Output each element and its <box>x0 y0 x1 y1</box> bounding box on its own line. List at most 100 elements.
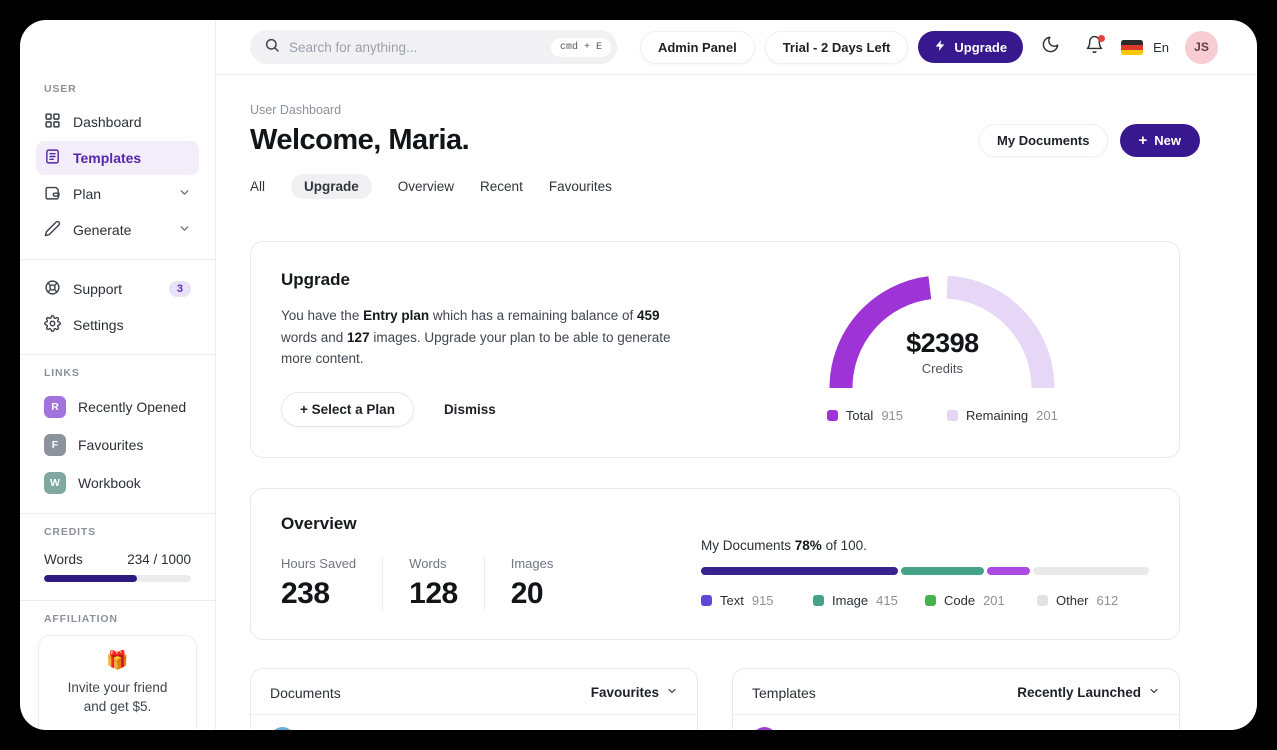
templates-card-title: Templates <box>752 684 816 701</box>
dark-mode-toggle[interactable] <box>1033 30 1067 64</box>
sidebar-link-favourites[interactable]: F Favourites <box>36 427 199 463</box>
stat-value: 20 <box>510 576 544 610</box>
moon-icon <box>1041 35 1060 59</box>
upgrade-card-title: Upgrade <box>281 270 350 289</box>
my-documents-button[interactable]: My Documents <box>979 124 1108 157</box>
credits-words-label: Words <box>44 552 83 567</box>
sidebar-item-label: Support <box>73 281 123 297</box>
notifications-button[interactable] <box>1077 30 1111 64</box>
search-shortcut: cmd + E <box>550 37 611 57</box>
chevron-down-icon[interactable] <box>178 186 191 202</box>
plus-icon: + <box>1138 132 1148 149</box>
documents-card-header: Documents Favourites <box>251 669 697 715</box>
sidebar-item-support[interactable]: Support 3 <box>36 272 199 306</box>
legend-name: Total <box>845 407 874 423</box>
tab-recent[interactable]: Recent <box>480 179 523 194</box>
select-plan-button[interactable]: + Select a Plan <box>281 391 414 427</box>
sidebar-item-dashboard[interactable]: Dashboard <box>36 105 199 139</box>
legend-value: 612 <box>1096 592 1119 608</box>
search-placeholder: Search for anything... <box>289 39 418 55</box>
credits-words-row: Words 234 / 1000 <box>36 548 199 575</box>
stat-words: Words 128 <box>382 555 484 611</box>
stats-row: Hours Saved 238 Words 128 Images 20 <box>281 555 701 611</box>
body-text: which has a remaining balance of <box>429 308 637 323</box>
new-button[interactable]: + New <box>1119 124 1200 157</box>
upgrade-card-left: Upgrade You have the Entry plan which ha… <box>281 270 750 427</box>
image-swatch <box>813 594 824 606</box>
sidebar-link-workbook[interactable]: W Workbook <box>36 465 199 501</box>
credits-words-value: 234 / 1000 <box>127 552 191 567</box>
app-window: USER Dashboard Templates Plan Generate S… <box>20 20 1257 730</box>
sidebar-item-plan[interactable]: Plan <box>36 177 199 211</box>
total-swatch <box>826 409 838 421</box>
language-selector[interactable]: En <box>1121 39 1169 55</box>
document-list-item[interactable]: Untitled Document in Workbook <box>251 715 697 730</box>
sidebar-item-templates[interactable]: Templates <box>36 141 199 175</box>
content: User Dashboard Welcome, Maria. My Docume… <box>216 75 1257 730</box>
progress-prefix: My Documents <box>701 537 795 553</box>
stat-label: Hours Saved <box>281 555 357 571</box>
lifebuoy-icon <box>44 279 61 299</box>
page-title: Welcome, Maria. <box>250 124 470 156</box>
tab-overview[interactable]: Overview <box>397 179 455 194</box>
chevron-down-icon[interactable] <box>178 222 191 238</box>
legend-name: Remaining <box>966 407 1029 423</box>
code-swatch <box>925 594 936 606</box>
breadcrumb: User Dashboard <box>250 103 342 117</box>
sidebar-section-affiliation: AFFILIATION <box>44 613 118 625</box>
legend-value: 201 <box>983 592 1005 608</box>
progress-suffix: of 100. <box>821 537 867 553</box>
documents-filter-dropdown[interactable]: Favourites <box>591 685 678 700</box>
title-row: Welcome, Maria. My Documents + New <box>250 124 1200 157</box>
overview-card-title: Overview <box>281 513 357 533</box>
select-plan-label: Select a Plan <box>311 401 395 417</box>
wallet-icon <box>44 184 61 204</box>
user-avatar[interactable]: JS <box>1185 30 1218 64</box>
search-input[interactable]: Search for anything... cmd + E <box>250 30 617 64</box>
lightning-icon <box>934 39 947 55</box>
bell-icon <box>1085 35 1104 59</box>
credits-label: Credits <box>921 360 963 376</box>
stat-images: Images 20 <box>483 555 580 611</box>
sidebar-link-recently-opened[interactable]: R Recently Opened <box>36 389 199 425</box>
tab-bar: All Upgrade Overview Recent Favourites <box>250 174 1180 199</box>
gauge-chart: $2398 Credits <box>827 274 1057 392</box>
tab-favourites[interactable]: Favourites <box>548 179 612 194</box>
gauge-legend: Total 915 Remaining 201 <box>826 407 1058 423</box>
new-button-label: New <box>1154 133 1181 148</box>
legend-total: Total 915 <box>826 407 903 423</box>
template-avatar <box>752 726 777 730</box>
text-swatch <box>701 594 712 606</box>
dismiss-button[interactable]: Dismiss <box>443 401 496 417</box>
tab-upgrade[interactable]: Upgrade <box>291 174 372 199</box>
divider <box>20 600 215 601</box>
gauge-center: $2398 Credits <box>827 328 1057 376</box>
documents-card: Documents Favourites Untitled Document i… <box>250 667 698 730</box>
grid-icon <box>44 112 61 132</box>
sidebar-item-label: Recently Opened <box>78 399 187 415</box>
affiliation-line2: and get $5. <box>83 698 152 714</box>
main-area: Search for anything... cmd + E Admin Pan… <box>216 20 1257 730</box>
legend-other: Other 612 <box>1037 593 1149 608</box>
documents-progress-text: My Documents 78% of 100. <box>701 538 1149 553</box>
legend-name: Image <box>832 592 869 608</box>
upgrade-button[interactable]: Upgrade <box>918 31 1024 63</box>
templates-card-header: Templates Recently Launched <box>733 669 1179 715</box>
admin-panel-button[interactable]: Admin Panel <box>639 30 755 64</box>
sidebar-item-generate[interactable]: Generate <box>36 213 199 247</box>
template-list-item[interactable]: Blog Post Title in Workbook <box>733 715 1179 730</box>
stat-label: Images <box>510 555 554 571</box>
templates-filter-dropdown[interactable]: Recently Launched <box>1017 685 1160 700</box>
credits-gauge: $2398 Credits Total 915 Remaining <box>750 270 1149 427</box>
trial-button[interactable]: Trial - 2 Days Left <box>764 30 909 64</box>
stat-hours-saved: Hours Saved 238 <box>281 556 382 611</box>
overview-left: Overview Hours Saved 238 Words 128 Image… <box>281 514 701 611</box>
progress-percent: 78% <box>794 537 822 553</box>
gift-icon: 🎁 <box>106 650 129 670</box>
upgrade-card: Upgrade You have the Entry plan which ha… <box>250 241 1180 458</box>
tab-all[interactable]: All <box>250 179 266 194</box>
sidebar-item-settings[interactable]: Settings <box>36 308 199 342</box>
templates-icon <box>44 148 61 168</box>
overview-right: My Documents 78% of 100. Text 915 <box>701 514 1149 611</box>
